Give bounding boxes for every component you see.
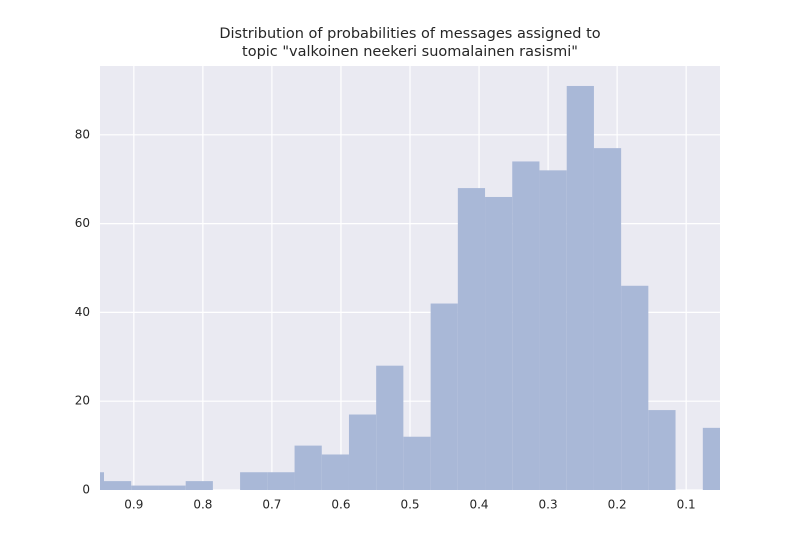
y-tick-label: 60 <box>75 216 90 230</box>
x-tick-label: 0.5 <box>400 498 419 512</box>
y-tick-label: 40 <box>75 305 90 319</box>
bar <box>376 365 404 490</box>
bar <box>702 427 720 490</box>
bar <box>539 170 567 490</box>
bar <box>512 161 540 490</box>
bar <box>403 436 431 490</box>
x-tick-label: 0.2 <box>608 498 627 512</box>
bar <box>294 445 322 490</box>
x-tick-label: 0.6 <box>331 498 350 512</box>
x-tick-label: 0.3 <box>539 498 558 512</box>
bar <box>240 472 268 490</box>
bar <box>648 410 676 490</box>
bar <box>267 472 295 490</box>
bar <box>430 303 458 490</box>
y-tick-label: 80 <box>75 127 90 141</box>
chart-title: topic "valkoinen neekeri suomalainen ras… <box>242 44 578 60</box>
labels: 0 20 40 60 80 0.9 0.8 0.7 0.6 0.5 0.4 0.3 0.2 0.1 <box>75 127 696 511</box>
bar <box>158 485 186 490</box>
x-tick-label: 0.9 <box>124 498 143 512</box>
bars <box>100 85 720 490</box>
bar <box>485 196 513 490</box>
chart-title: Distribution of probabilities of message… <box>219 26 600 42</box>
y-tick-label: 0 <box>82 483 90 497</box>
bar <box>621 285 649 490</box>
bar <box>100 472 105 490</box>
y-tick-label: 20 <box>75 394 90 408</box>
bar <box>131 485 159 490</box>
bar <box>104 481 132 490</box>
x-tick-label: 0.1 <box>677 498 696 512</box>
x-tick-label: 0.8 <box>193 498 212 512</box>
bar <box>593 148 622 490</box>
bar <box>457 188 486 490</box>
bar <box>566 85 594 490</box>
bar <box>185 481 213 490</box>
bar <box>321 454 349 490</box>
bar <box>348 414 377 490</box>
x-tick-label: 0.7 <box>262 498 281 512</box>
x-tick-label: 0.4 <box>469 498 488 512</box>
